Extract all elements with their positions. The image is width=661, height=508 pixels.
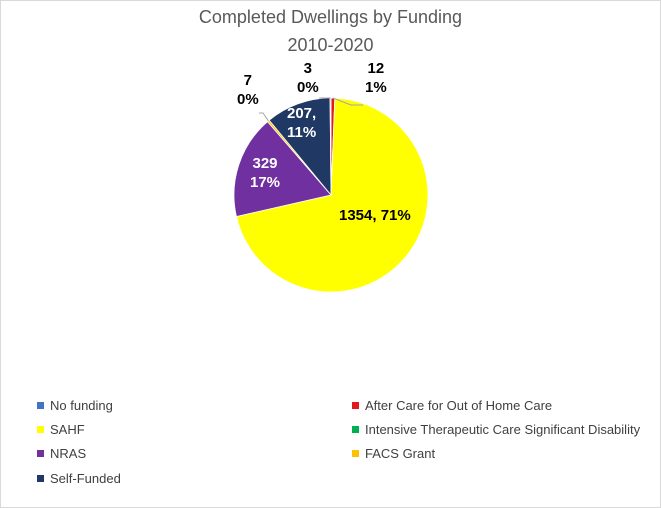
legend-label: SAHF [50,422,85,437]
legend-swatch [352,450,359,457]
legend-swatch [37,475,44,482]
legend-item-nras: NRAS [37,446,86,461]
label-facs-grant: 7 0% [237,72,259,108]
label-after-care: 12 1% [365,60,387,96]
legend-item-facs-grant: FACS Grant [352,446,435,461]
label-self-funded: 207, 11% [287,105,317,141]
legend-item-intensive-therapeutic-care-significant-disability: Intensive Therapeutic Care Significant D… [352,422,640,437]
label-self-funded-small: 3 0% [297,60,319,96]
legend-item-after-care-for-out-of-home-care: After Care for Out of Home Care [352,398,552,413]
legend-swatch [37,402,44,409]
chart-subtitle: 2010-2020 [287,35,374,55]
slice-nras [233,121,332,217]
legend-swatch [37,450,44,457]
legend-label: After Care for Out of Home Care [365,398,553,413]
chart-title: Completed Dwellings by Funding [198,7,463,27]
legend-item-self-funded: Self-Funded [37,471,121,486]
legend-swatch [352,426,359,433]
legend-label: Intensive Therapeutic Care Significant D… [365,422,641,437]
legend-label: No funding [50,398,113,413]
label-sahf: 1354, 71% [339,207,411,224]
legend-label: NRAS [50,446,87,461]
leader-after-care [332,97,363,106]
label-nras: 329 17% [250,155,281,191]
slice-sahf [235,97,429,293]
leader-facs-grant [259,112,269,122]
legend-swatch [37,426,44,433]
legend-item-no-funding: No funding [37,398,113,413]
legend-item-sahf: SAHF [37,422,85,437]
legend-label: Self-Funded [50,471,121,486]
legend-label: FACS Grant [365,446,436,461]
legend-swatch [352,402,359,409]
